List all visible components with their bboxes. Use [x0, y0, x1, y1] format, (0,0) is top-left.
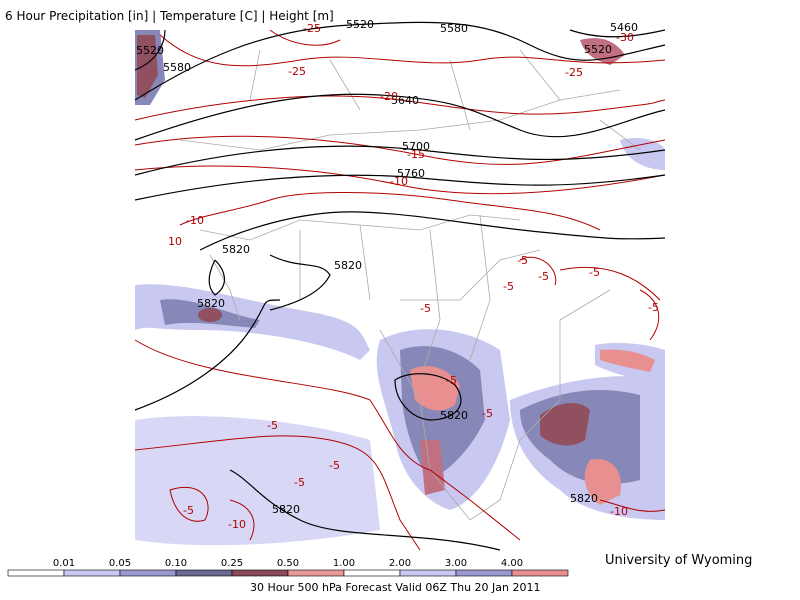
temperature-label: -10 [228, 518, 246, 531]
country-boundaries [179, 49, 641, 521]
temperature-label: -25 [565, 66, 583, 79]
height-label: 5460 [610, 21, 638, 34]
colorbar-label: 0.01 [53, 558, 75, 569]
colorbar-label: 0.50 [277, 558, 299, 569]
temperature-label: -25 [303, 22, 321, 35]
title: 6 Hour Precipitation [in] | Temperature … [5, 9, 334, 23]
map-area: 5520 5580 5460 5520 5580 5520 5640 5700 … [134, 18, 666, 551]
temperature-contours [134, 29, 666, 551]
colorbar-label: 1.00 [333, 558, 355, 569]
temperature-label: -5 [589, 266, 600, 279]
height-label: 5760 [397, 167, 425, 180]
height-label: 5820 [570, 492, 598, 505]
attribution: University of Wyoming [605, 553, 752, 568]
temperature-label: -5 [517, 254, 528, 267]
height-label: 5640 [391, 94, 419, 107]
colorbar-segment [63, 569, 121, 577]
temperature-label: -15 [407, 148, 425, 161]
colorbar-segment [231, 569, 289, 577]
temperature-label: -5 [183, 504, 194, 517]
temperature-label: -5 [482, 407, 493, 420]
temperature-label: -5 [420, 302, 431, 315]
height-label: 5820 [197, 297, 225, 310]
height-label: 5580 [163, 61, 191, 74]
temperature-label: -10 [186, 214, 204, 227]
height-contours [134, 21, 666, 551]
height-label: 5820 [222, 243, 250, 256]
height-label: 5520 [346, 18, 374, 31]
colorbar-segment [511, 569, 569, 577]
temperature-label: -5 [446, 374, 457, 387]
colorbar: 0.01 0.05 0.10 0.25 0.50 1.00 2.00 3.00 4.00 [7, 558, 569, 577]
temperature-label: -5 [503, 280, 514, 293]
temperature-label: -5 [294, 476, 305, 489]
colorbar-segment [119, 569, 177, 577]
temperature-label: -5 [648, 301, 659, 314]
height-label: 5580 [440, 22, 468, 35]
colorbar-segment [7, 569, 65, 577]
height-labels: 5520 5580 5460 5520 5580 5520 5640 5700 … [136, 18, 638, 516]
height-label: 5520 [584, 43, 612, 56]
temperature-label: -30 [616, 31, 634, 44]
height-label: 5820 [272, 503, 300, 516]
temperature-label: -10 [390, 175, 408, 188]
temperature-label: -20 [380, 90, 398, 103]
footer: 30 Hour 500 hPa Forecast Valid 06Z Thu 2… [250, 581, 541, 594]
temperature-label: -25 [288, 65, 306, 78]
colorbar-segment [455, 569, 513, 577]
temperature-label: 10 [168, 235, 182, 248]
temperature-labels: -25 -25 -30 -25 -20 -15 -10 -10 10 -5 -5… [168, 22, 659, 531]
temperature-label: -5 [538, 270, 549, 283]
height-label: 5520 [136, 44, 164, 57]
colorbar-label: 0.05 [109, 558, 131, 569]
colorbar-segment [175, 569, 233, 577]
colorbar-label: 0.25 [221, 558, 243, 569]
colorbar-label: 3.00 [445, 558, 467, 569]
colorbar-segment [287, 569, 345, 577]
temperature-label: -10 [610, 505, 628, 518]
colorbar-label: 2.00 [389, 558, 411, 569]
height-label: 5700 [402, 140, 430, 153]
colorbar-label: 0.10 [165, 558, 187, 569]
colorbar-segment [399, 569, 457, 577]
temperature-label: -5 [329, 459, 340, 472]
temperature-label: -5 [267, 419, 278, 432]
colorbar-label: 4.00 [501, 558, 523, 569]
height-label: 5820 [440, 409, 468, 422]
precipitation [135, 30, 665, 546]
colorbar-segment [343, 569, 401, 577]
height-label: 5820 [334, 259, 362, 272]
